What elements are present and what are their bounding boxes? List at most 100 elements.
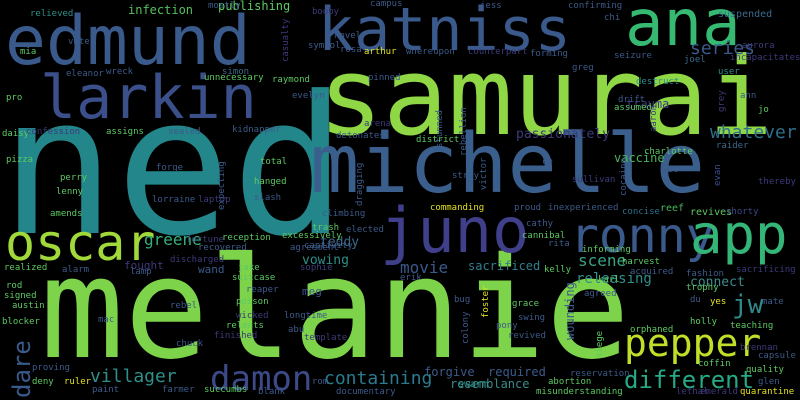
word: expecting: [217, 161, 227, 210]
word: inexperienced: [548, 203, 619, 213]
word: pinned: [368, 73, 401, 83]
word: karl: [598, 275, 620, 285]
word: lorraine: [152, 195, 196, 205]
word: novel: [334, 31, 362, 41]
word: capsule: [758, 351, 796, 361]
word: commanding: [430, 203, 485, 213]
word: glen: [758, 377, 780, 387]
word: succumbs: [204, 385, 248, 395]
word: laptop: [198, 195, 231, 205]
word: finished: [214, 331, 258, 341]
word: aaron: [649, 104, 659, 132]
word: melanie: [40, 228, 631, 391]
word: mostly: [208, 1, 241, 11]
word: yes: [710, 297, 727, 307]
word: unnecessary: [204, 73, 264, 83]
word: detonates: [336, 131, 385, 141]
word: assumed: [614, 103, 652, 113]
word: revived: [508, 331, 546, 341]
word: assigns: [106, 127, 144, 137]
word: katniss: [318, 0, 571, 65]
word: mac: [98, 315, 115, 325]
word: quality: [746, 365, 784, 375]
word: greg: [572, 63, 594, 73]
word: pony: [496, 321, 518, 331]
word: bug: [454, 295, 471, 305]
word: siege: [595, 330, 605, 358]
word: meg: [302, 285, 322, 298]
word: arena: [364, 119, 392, 129]
word: reef: [660, 203, 685, 214]
word: raymond: [272, 75, 310, 85]
word: rebellion: [459, 107, 469, 156]
word: connect: [690, 275, 745, 290]
word: ronny: [570, 208, 715, 264]
word: excessively: [282, 231, 342, 241]
word: trash: [312, 223, 340, 233]
word: informing: [582, 245, 631, 255]
word: releasing: [576, 271, 652, 287]
word: pizza: [6, 155, 34, 165]
word: dragging: [355, 162, 365, 206]
word: chi: [604, 13, 621, 23]
word: vaccine: [614, 151, 665, 165]
word: climbing: [322, 209, 366, 219]
word: symbol: [308, 41, 341, 51]
word: elected: [346, 225, 384, 235]
word: teddy: [320, 235, 360, 250]
word: passionately: [516, 127, 610, 142]
word: arthur: [364, 47, 397, 57]
word: hanged: [254, 177, 287, 187]
word: aurora: [742, 41, 775, 51]
word: jake: [238, 263, 260, 273]
word: relieved: [30, 9, 74, 19]
word: wet: [662, 165, 679, 175]
word: forming: [530, 49, 568, 59]
word: counterpart: [468, 47, 528, 57]
word: sealed: [168, 127, 201, 137]
word: evelyn: [292, 91, 325, 101]
word: simon: [222, 67, 250, 77]
word: booby: [312, 7, 340, 17]
word: incapacitates: [730, 53, 800, 63]
word: raider: [716, 141, 749, 151]
word: destruct: [636, 77, 680, 87]
word: template: [304, 333, 348, 343]
word: misunderstanding: [536, 387, 623, 397]
word: eleanor: [66, 69, 104, 79]
word: district: [416, 135, 460, 145]
word: holly: [690, 317, 718, 327]
word: mate: [762, 297, 784, 307]
word: recovered: [198, 243, 247, 253]
word: rod: [6, 281, 23, 291]
word: signed: [4, 291, 37, 301]
word: pro: [6, 93, 23, 103]
word: grey: [717, 90, 727, 112]
word: trophy: [686, 283, 719, 293]
word: grace: [512, 299, 540, 309]
word: wicked: [236, 311, 269, 321]
word: seizure: [614, 51, 652, 61]
word: villager: [90, 366, 177, 387]
word: user: [718, 67, 740, 77]
word: movie: [400, 258, 449, 277]
word: damon: [210, 359, 313, 399]
word: abu: [288, 325, 305, 335]
word: farmer: [162, 385, 195, 395]
word: abortion: [548, 377, 592, 387]
word: series: [690, 38, 756, 59]
word: blank: [258, 387, 286, 397]
word: ruler: [64, 377, 92, 387]
word: proud: [514, 203, 542, 213]
word: concise: [622, 207, 660, 217]
word: kelly: [544, 265, 572, 275]
word: harvest: [622, 257, 660, 267]
word: fought: [124, 259, 164, 272]
word: swing: [518, 313, 546, 323]
word: larkin: [40, 63, 257, 133]
word: rebel: [170, 301, 198, 311]
word: sullivan: [572, 175, 616, 185]
word: discharged: [170, 255, 225, 265]
word: fortune: [186, 235, 224, 245]
word: realized: [4, 263, 48, 273]
